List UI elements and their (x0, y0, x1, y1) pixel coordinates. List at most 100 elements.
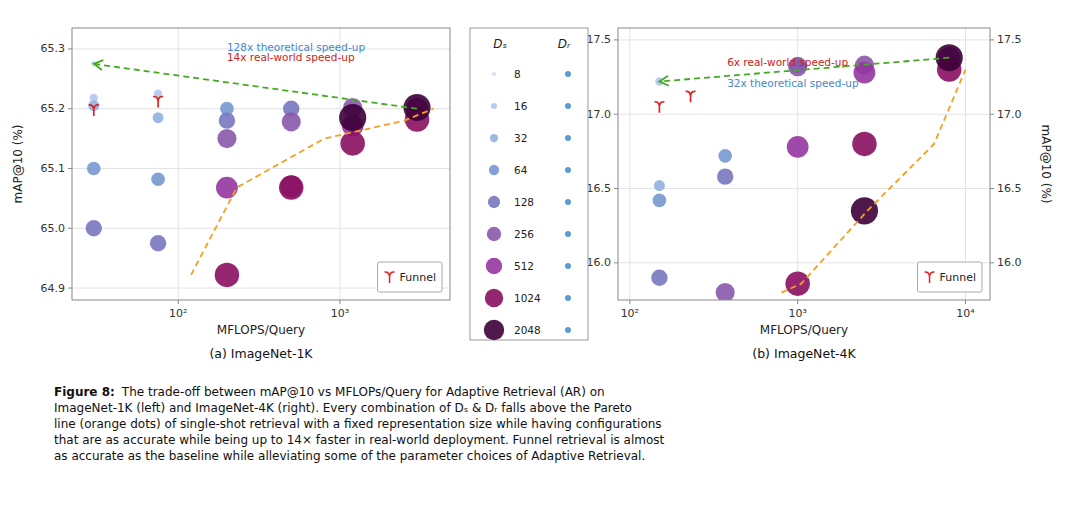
axis-label: MFLOPS/Query (217, 323, 305, 337)
point (651, 270, 667, 286)
tick (339, 300, 340, 304)
tick (178, 300, 179, 304)
legend-swatch (490, 134, 498, 142)
tick-label: 10³ (331, 307, 349, 320)
annotation: 14x real-world speed-up (227, 51, 355, 63)
grid-line (339, 28, 340, 300)
legend-swatch (565, 199, 571, 205)
tick-label: 17.5 (587, 33, 612, 46)
legend-box (378, 262, 442, 292)
legend-swatch (565, 103, 571, 109)
legend-swatch (565, 295, 571, 301)
axis-label: mAP@10 (%) (1039, 125, 1053, 204)
point (215, 263, 240, 288)
legend-label: 256 (514, 228, 534, 240)
tick (68, 108, 72, 109)
legend-label: 64 (514, 164, 528, 176)
frame (72, 28, 450, 300)
tick (614, 39, 618, 40)
legend-panel: DₛDᵣ816326412825651210242048 (470, 28, 588, 340)
tick (614, 114, 618, 115)
arrow (94, 64, 417, 109)
tick (68, 288, 72, 289)
tick-label: 16.0 (997, 256, 1022, 269)
legend-swatch (492, 72, 496, 76)
legend-label: Funnel (400, 271, 436, 284)
legend: Funnel (918, 262, 982, 292)
legend-swatch (486, 258, 502, 274)
grid-line (178, 28, 179, 300)
caption-text: The trade-off between mAP@10 vs MFLOPs/Q… (121, 385, 605, 399)
caption-text: line (orange dots) of single-shot retrie… (54, 417, 662, 431)
tick (797, 300, 798, 304)
funnel-point (89, 105, 99, 116)
legend-swatch (565, 135, 571, 141)
tick-label: 17.0 (997, 108, 1022, 121)
legend-box (470, 28, 588, 340)
figure: 64.965.065.165.265.310²10³MFLOPS/QuerymA… (0, 0, 1080, 526)
tick-label: 17.0 (587, 108, 612, 121)
point (87, 162, 101, 176)
tick-label: 10³ (788, 307, 806, 320)
annotation: 6x real-world speed-up (727, 56, 848, 68)
legend-header: Dₛ (493, 37, 507, 51)
legend-label: 16 (514, 100, 528, 112)
panel: 64.965.065.165.265.310²10³MFLOPS/QuerymA… (11, 28, 450, 361)
legend-swatch (487, 227, 501, 241)
legend-swatch (488, 196, 500, 208)
point (153, 112, 164, 123)
plot-area (86, 61, 434, 287)
tick (614, 188, 618, 189)
point (219, 112, 235, 128)
legend-swatch (565, 167, 571, 173)
legend-header: Dᵣ (558, 37, 571, 51)
line (191, 109, 434, 275)
axis-label: mAP@10 (%) (11, 125, 25, 204)
tick-label: 16.5 (997, 182, 1022, 195)
legend-label: 2048 (514, 324, 541, 336)
grid-line (965, 28, 966, 300)
point (279, 175, 304, 200)
grid-line (618, 39, 990, 40)
legend-swatch (485, 289, 503, 307)
tick-label: 16.5 (587, 182, 612, 195)
tick-label: 64.9 (41, 282, 66, 295)
tick (990, 188, 994, 189)
legend-swatch (565, 231, 571, 237)
grid-line (72, 108, 450, 109)
legend-swatch (484, 320, 504, 340)
legend-label: 512 (514, 260, 534, 272)
caption: Figure 8: The trade-off between mAP@10 vs… (54, 385, 665, 463)
funnel-point (686, 91, 696, 102)
tick (68, 228, 72, 229)
legend-label: 8 (514, 68, 521, 80)
tick (990, 114, 994, 115)
legend-swatch (925, 272, 935, 283)
caption-label: Figure 8: (54, 385, 115, 399)
grid-line (629, 28, 630, 300)
legend-label: 1024 (514, 292, 541, 304)
tick-label: 10² (169, 307, 187, 320)
point (785, 271, 810, 296)
panel: 16.016.517.017.516.016.517.017.510²10³10… (587, 28, 1054, 361)
point (787, 136, 809, 158)
axis-label: MFLOPS/Query (760, 323, 848, 337)
legend-label: 32 (514, 132, 527, 144)
tick-label: 17.5 (997, 33, 1022, 46)
tick-label: 10⁴ (956, 307, 975, 320)
point (654, 180, 665, 191)
point (217, 129, 236, 148)
tick (68, 168, 72, 169)
legend-label: Funnel (940, 271, 976, 284)
grid-line (618, 114, 990, 115)
legend-swatch (385, 272, 395, 283)
tick (965, 300, 966, 304)
tick-label: 10² (621, 307, 639, 320)
legend-swatch (565, 263, 571, 269)
caption-text: ImageNet-1K (left) and ImageNet-4K (righ… (54, 401, 632, 415)
tick (990, 39, 994, 40)
point (150, 235, 166, 251)
title: (a) ImageNet-1K (209, 346, 313, 361)
tick-label: 65.3 (41, 42, 66, 55)
funnel-point (654, 102, 664, 113)
